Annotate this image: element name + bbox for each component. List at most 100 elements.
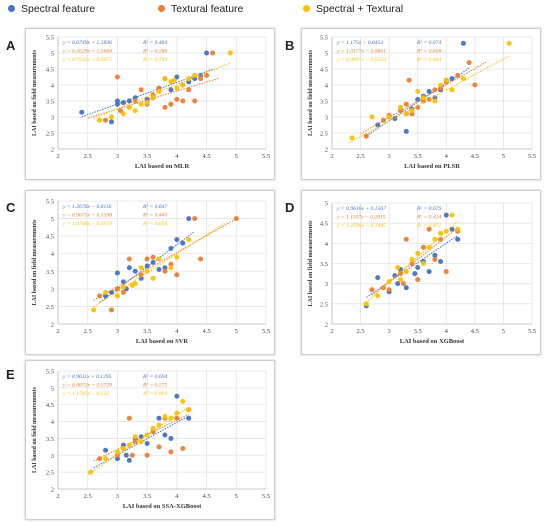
point-combined (460, 76, 466, 82)
point-textural (168, 261, 174, 267)
x-tick-label: 3.5 (143, 328, 151, 335)
equation-combined: y = 1.1785x − 0.522 (62, 391, 109, 397)
y-tick-label: 3.5 (320, 261, 328, 268)
point-spectral (455, 236, 461, 242)
point-combined (506, 40, 512, 46)
point-spectral (162, 265, 168, 271)
point-combined (409, 256, 415, 262)
point-combined (162, 76, 168, 82)
point-combined (363, 301, 369, 307)
trendline-spectral (99, 230, 195, 303)
x-tick-label: 5.5 (262, 493, 270, 500)
point-textural (117, 108, 123, 114)
y-tick-label: 3 (325, 281, 328, 288)
chart-panel-b: 2 2.5 3 3.5 4 4.5 5 5.5 2 2.5 3 3.5 4 4.5 5 5.5 LAI base… (301, 28, 541, 180)
point-textural (403, 101, 409, 107)
point-textural (126, 256, 132, 262)
chart-e: 2 2.5 3 3.5 4 4.5 5 5.5 2 2.5 3 3.5 4 4.5 5 5.5 LAI base… (32, 369, 270, 511)
panel-letter-e: E (6, 367, 15, 382)
point-textural (198, 76, 204, 82)
chart-b: 2 2.5 3 3.5 4 4.5 5 5.5 2 2.5 3 3.5 4 4.5 5 5.5 LAI base… (308, 35, 536, 171)
point-spectral (156, 415, 162, 421)
x-tick-label: 2.5 (84, 493, 92, 500)
point-textural (144, 256, 150, 262)
point-spectral (426, 88, 432, 94)
point-spectral (103, 447, 109, 453)
point-combined (91, 307, 97, 313)
point-combined (192, 72, 198, 78)
panel-letter-d: D (285, 200, 295, 215)
point-combined (180, 82, 186, 88)
point-textural (180, 98, 186, 104)
point-spectral (132, 268, 138, 274)
point-textural (156, 444, 162, 450)
x-tick-label: 4 (445, 328, 449, 335)
point-combined (409, 108, 415, 114)
y-tick-label: 2 (325, 147, 328, 154)
point-combined (174, 410, 180, 416)
equation-textural: y = 0.8672x + 0.5729 (62, 383, 112, 389)
point-spectral (460, 40, 466, 46)
point-combined (455, 226, 461, 232)
y-tick-label: 4.5 (320, 221, 328, 228)
point-combined (349, 135, 355, 141)
point-combined (132, 434, 138, 440)
point-textural (168, 101, 174, 107)
point-combined (162, 414, 168, 420)
point-textural (369, 287, 375, 293)
point-combined (168, 415, 174, 421)
point-textural (120, 289, 126, 295)
x-tick-label: 2 (330, 328, 333, 335)
point-spectral (204, 50, 210, 56)
point-combined (156, 256, 162, 262)
point-combined (443, 77, 449, 83)
point-combined (138, 439, 144, 445)
point-spectral (168, 435, 174, 441)
legend: Spectral feature Textural feature Spectr… (0, 0, 550, 20)
point-combined (132, 108, 138, 114)
point-spectral (123, 452, 129, 458)
y-tick-label: 3 (51, 115, 54, 122)
x-tick-label: 5 (502, 328, 505, 335)
point-combined (432, 98, 438, 104)
point-combined (398, 277, 404, 283)
legend-marker-spectral (8, 4, 15, 12)
x-tick-label: 2.5 (357, 328, 365, 335)
point-textural (398, 271, 404, 277)
r-squared-combined: R² = 0.871 (416, 223, 441, 229)
point-textural (103, 117, 109, 123)
point-combined (150, 425, 156, 431)
x-tick-label: 3 (388, 328, 391, 335)
point-combined (144, 100, 150, 106)
y-tick-label: 2 (51, 147, 54, 154)
point-combined (138, 265, 144, 271)
point-combined (449, 212, 455, 218)
point-textural (174, 272, 180, 278)
y-tick-label: 5.5 (320, 35, 328, 42)
point-textural (144, 452, 150, 458)
point-spectral (120, 100, 126, 106)
r-squared-combined: R² = 0.893 (142, 391, 167, 397)
y-tick-label: 4.5 (46, 234, 54, 241)
point-textural (150, 254, 156, 260)
point-combined (174, 254, 180, 260)
point-textural (174, 96, 180, 102)
r-squared-combined: R² = 0.844 (416, 57, 441, 63)
panel-letter-b: B (285, 38, 295, 53)
point-textural (415, 277, 421, 283)
equation-spectral: y = 0.6749x + 1.3836 (62, 40, 112, 46)
point-textural (126, 415, 132, 421)
chart-a: 2 2.5 3 3.5 4 4.5 5 5.5 2 2.5 3 3.5 4 4.5 5 5.5 LAI base… (32, 35, 270, 171)
point-combined (398, 104, 404, 110)
point-textural (400, 281, 406, 287)
y-tick-label: 3.5 (46, 269, 54, 276)
point-combined (375, 293, 381, 299)
x-tick-label: 5.5 (528, 328, 536, 335)
point-spectral (403, 285, 409, 291)
chart-panel-a: 2 2.5 3 3.5 4 4.5 5 5.5 2 2.5 3 3.5 4 4.5 5 5.5 LAI base… (25, 28, 275, 180)
point-combined (386, 114, 392, 120)
x-tick-label: 4 (445, 153, 449, 160)
equation-combined: y = 0.7541x + 0.9975 (62, 57, 112, 63)
x-tick-label: 5 (502, 153, 505, 160)
point-spectral (375, 275, 381, 281)
